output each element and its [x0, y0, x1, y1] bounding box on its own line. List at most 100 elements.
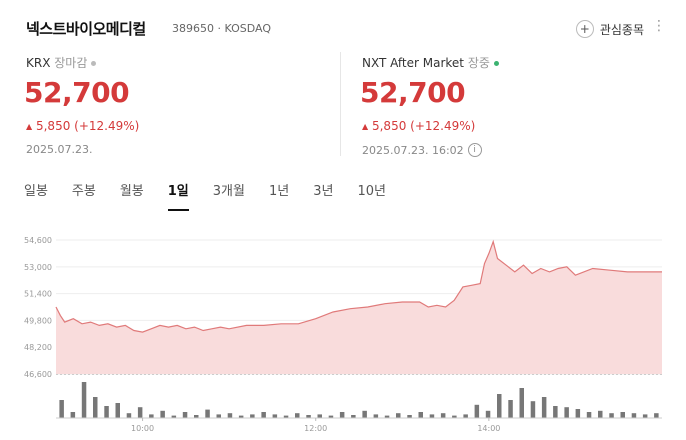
favorite-button[interactable]: + 관심종목: [575, 20, 644, 38]
volume-bar: [631, 413, 637, 418]
volume-bar: [508, 400, 513, 418]
volume-bar: [149, 414, 154, 418]
volume-bar: [194, 415, 199, 418]
y-tick-label: 46,600: [24, 370, 52, 379]
tab-3year[interactable]: 3년: [313, 184, 334, 199]
volume-bar: [59, 400, 64, 418]
volume-bar: [598, 410, 603, 418]
volume-bar: [182, 412, 188, 418]
volume-bar: [238, 415, 244, 418]
more-options-icon[interactable]: ⋮: [652, 18, 666, 34]
volume-bar: [160, 410, 165, 418]
status-dot-icon: [91, 61, 97, 66]
volume-bar: [384, 415, 390, 418]
volume-bar: [440, 413, 446, 418]
x-tick-label: 12:00: [304, 424, 327, 433]
krx-date-text: 2025.07.23.: [26, 143, 93, 156]
volume-bar: [104, 406, 109, 418]
volume-bar: [137, 407, 143, 418]
volume-bar: [497, 394, 502, 418]
volume-bar: [362, 410, 367, 418]
volume-bar: [328, 415, 334, 418]
volume-bar: [306, 415, 311, 418]
krx-status: 장마감: [54, 56, 88, 70]
nxt-market-label: NXT After Market: [362, 56, 465, 70]
krx-market-label: KRX: [26, 56, 51, 70]
x-tick-label: 14:00: [477, 424, 500, 433]
volume-bar: [70, 412, 76, 418]
plus-icon: +: [575, 20, 594, 38]
x-tick-label: 10:00: [131, 424, 154, 433]
price-line: [55, 239, 662, 333]
volume-bar: [485, 410, 491, 418]
up-triangle-icon: ▲: [26, 122, 33, 131]
volume-bar: [654, 413, 659, 418]
volume-bar: [642, 414, 648, 418]
y-tick-label: 48,200: [24, 343, 52, 352]
nxt-status: 장중: [467, 56, 490, 70]
volume-bar: [317, 414, 322, 418]
status-dot-icon: [493, 61, 499, 66]
y-tick-label: 49,800: [24, 316, 52, 325]
favorite-label: 관심종목: [599, 22, 644, 37]
volume-bar: [609, 413, 614, 418]
tab-1year[interactable]: 1년: [268, 184, 290, 199]
volume-bar: [126, 413, 132, 418]
volume-bar: [339, 412, 345, 418]
volume-bar: [295, 413, 300, 418]
tab-1day[interactable]: 1일: [167, 180, 189, 211]
volume-bar: [250, 414, 255, 418]
tab-10year[interactable]: 10년: [357, 184, 386, 199]
volume-bar: [261, 412, 266, 418]
volume-bar: [553, 406, 558, 418]
volume-bar: [407, 415, 412, 418]
divider: [340, 52, 341, 156]
volume-bar: [373, 414, 379, 418]
y-tick-label: 51,400: [24, 290, 52, 299]
nxt-change-value: 5,850 (+12.49%): [371, 119, 476, 133]
volume-bar: [171, 415, 177, 418]
stock-code-market: 389650 · KOSDAQ: [172, 22, 271, 35]
tab-3month[interactable]: 3개월: [212, 184, 245, 199]
volume-bar: [474, 404, 480, 418]
volume-bar: [530, 401, 536, 418]
volume-bar: [586, 412, 592, 418]
volume-bar: [283, 415, 289, 418]
volume-bar: [575, 409, 581, 418]
volume-bar: [272, 414, 278, 418]
volume-bar: [452, 415, 457, 418]
volume-bar: [541, 397, 547, 418]
volume-bar: [620, 412, 625, 418]
krx-price: 52,700: [24, 76, 130, 109]
stock-name: 넥스트바이오메디컬: [26, 20, 146, 38]
nxt-change: ▲ 5,850 (+12.49%): [362, 119, 475, 133]
krx-date: 2025.07.23.: [26, 143, 92, 156]
krx-change: ▲ 5,850 (+12.49%): [26, 119, 139, 133]
info-icon[interactable]: i: [467, 143, 482, 157]
volume-bar: [227, 413, 233, 418]
nxt-label: NXT After Market 장중: [362, 54, 499, 71]
krx-change-value: 5,850 (+12.49%): [35, 119, 140, 133]
volume-bar: [429, 414, 435, 418]
volume-bar: [463, 414, 468, 418]
volume-bar: [81, 382, 87, 418]
volume-bar: [418, 412, 423, 418]
up-triangle-icon: ▲: [362, 122, 369, 131]
tab-monthly[interactable]: 월봉: [119, 184, 144, 199]
krx-label: KRX 장마감: [26, 54, 97, 71]
volume-bar: [351, 415, 356, 418]
y-tick-label: 54,600: [24, 236, 52, 245]
intraday-chart[interactable]: 54,600 53,000 51,400 49,800 48,200 46,600 10:0…: [0, 222, 686, 440]
volume-bar: [93, 397, 98, 418]
nxt-price: 52,700: [360, 76, 466, 109]
volume-bar: [115, 403, 120, 418]
tab-weekly[interactable]: 주봉: [71, 184, 96, 199]
volume-bar: [519, 388, 524, 418]
y-tick-label: 53,000: [24, 263, 52, 272]
nxt-date: 2025.07.23. 16:02 i: [362, 143, 482, 157]
volume-bar: [564, 407, 569, 418]
volume-bar: [205, 409, 210, 418]
volume-bar: [216, 414, 221, 418]
tab-daily[interactable]: 일봉: [24, 184, 48, 199]
period-tabs: 일봉 주봉 월봉 1일 3개월 1년 3년 10년: [24, 180, 410, 211]
